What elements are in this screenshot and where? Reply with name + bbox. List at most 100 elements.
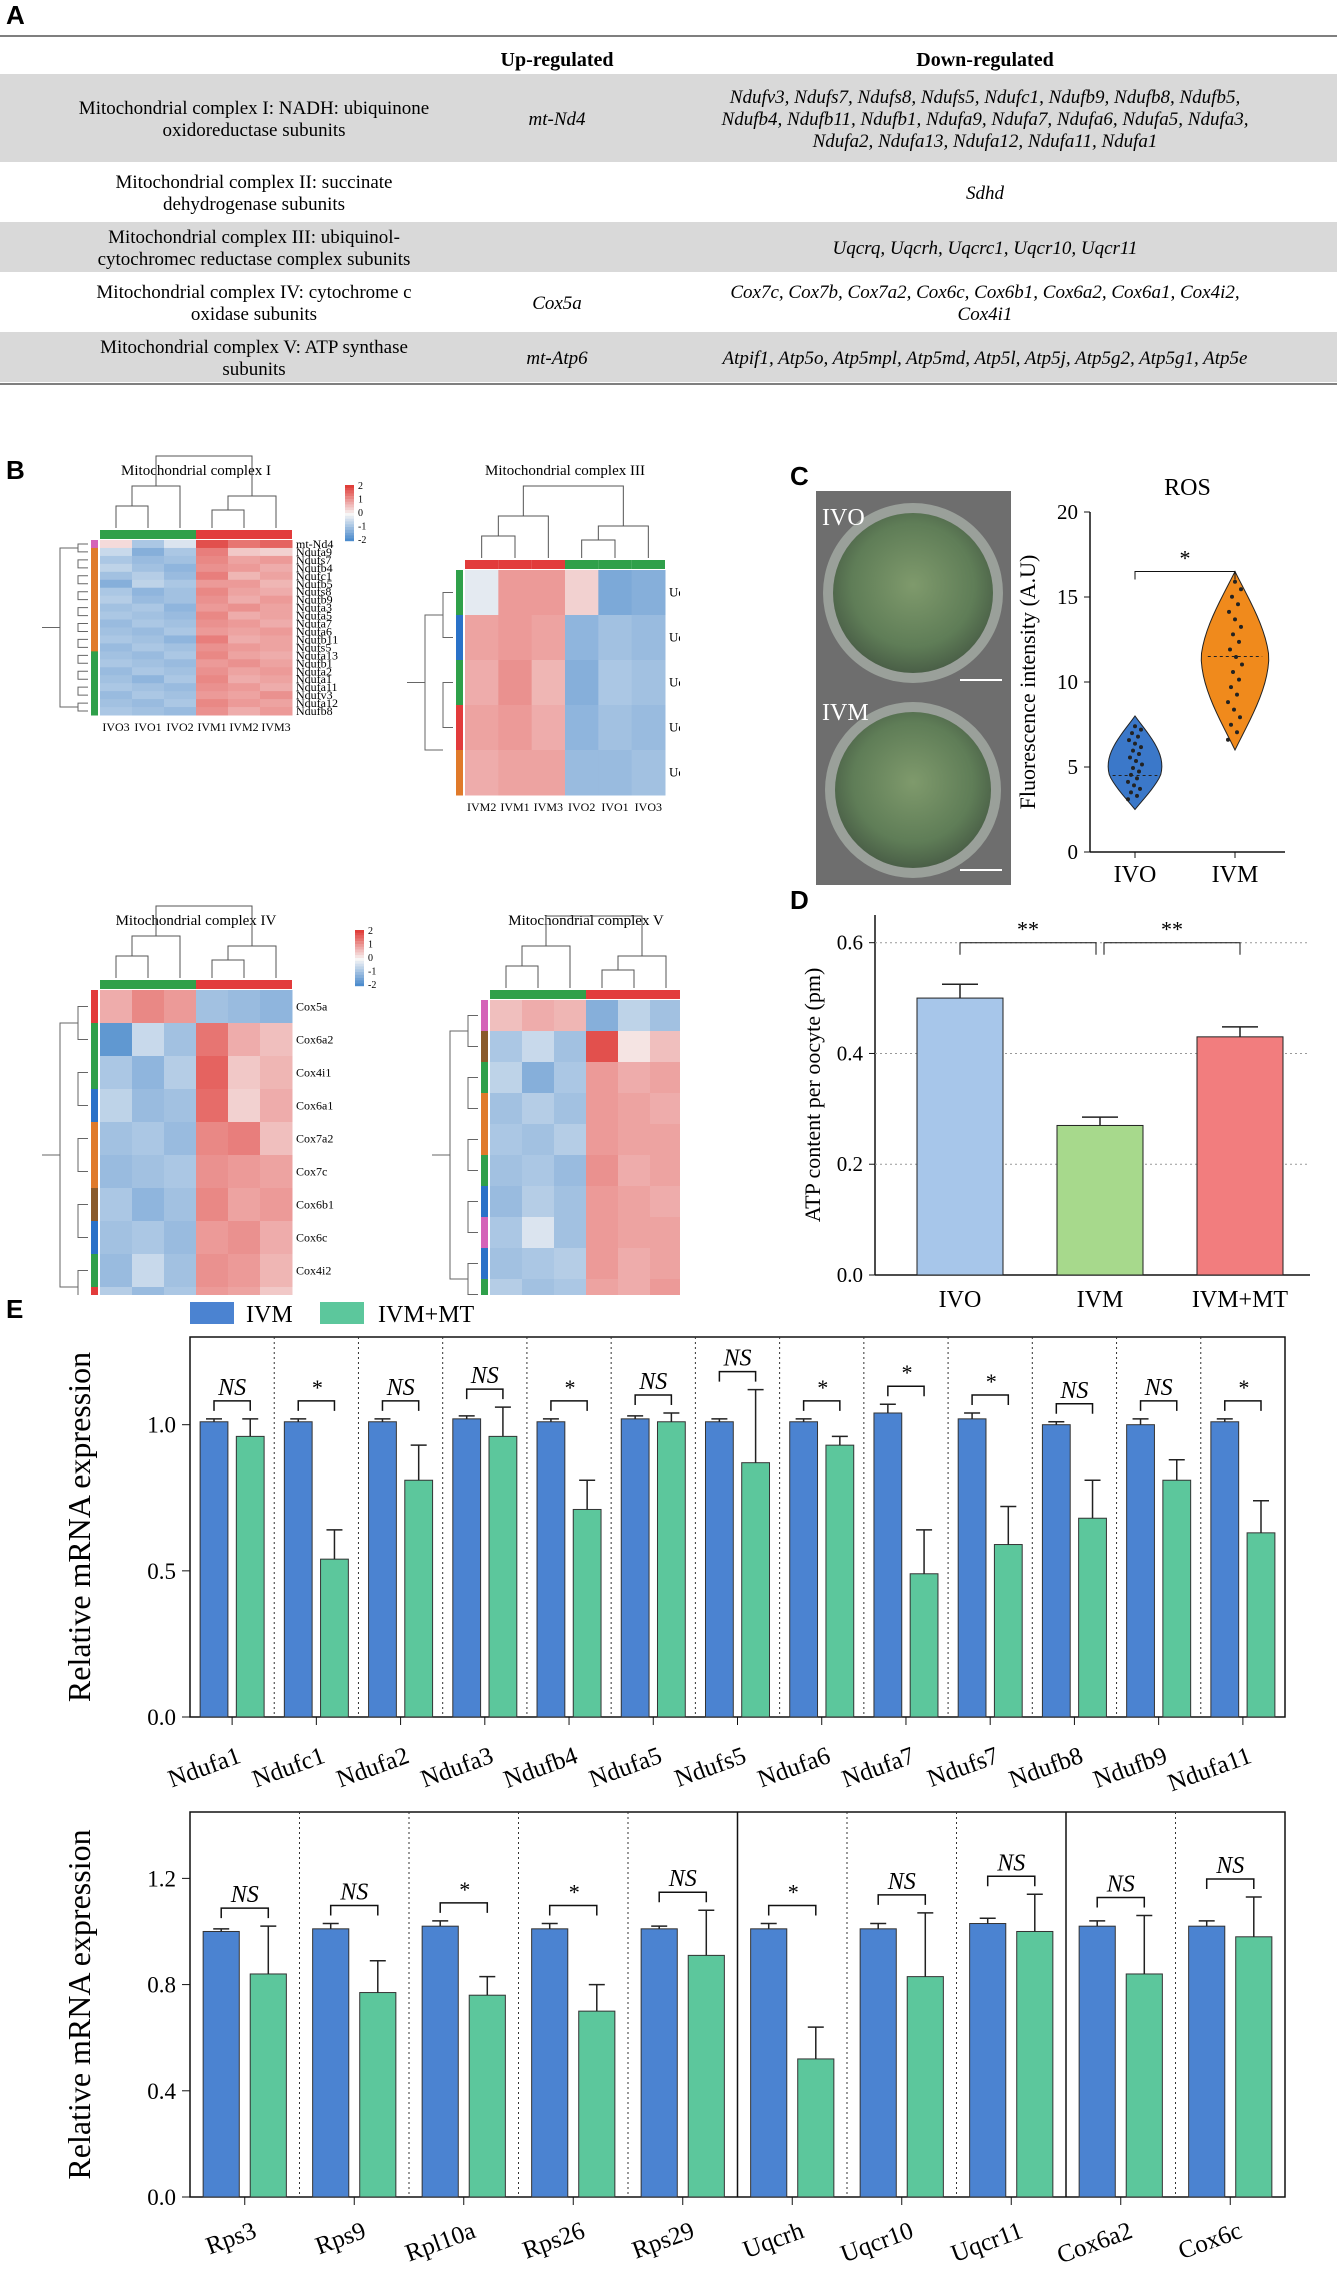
bar-ivm-mt: [1162, 1479, 1192, 1718]
color-scale-step: [345, 510, 354, 514]
heatmap-cell: [631, 750, 666, 796]
heatmap-cell: [100, 587, 133, 597]
row-group-bar: [91, 707, 98, 716]
bar-ivm: [620, 1418, 650, 1718]
y-tick-label: 20: [1057, 500, 1078, 524]
column-dendrogram: [115, 505, 149, 528]
legend-swatch-ivm-mt: [320, 1302, 364, 1324]
violin-point: [1129, 772, 1133, 777]
heatmap-cell: [100, 603, 133, 613]
violin-point: [1137, 752, 1141, 757]
row-dendrogram: [77, 670, 88, 680]
color-scale-step: [355, 946, 364, 950]
heatmap-cell: [522, 1186, 555, 1218]
color-scale-step: [345, 538, 354, 542]
violin-point: [1240, 662, 1244, 667]
row-group-bar: [481, 1124, 488, 1156]
error-bar: [369, 1959, 386, 1993]
row-dendrogram: [59, 547, 78, 708]
heatmap-row-label: Ndufa2: [296, 664, 332, 678]
heatmap-cell: [260, 1023, 293, 1057]
heatmap-cell: [164, 603, 197, 613]
bar-ivm: [873, 1412, 903, 1718]
row-group-bar: [91, 1188, 98, 1222]
heatmap-cell: [228, 555, 261, 565]
heatmap-cell: [260, 683, 293, 692]
heatmap-cell: [260, 659, 293, 668]
violin-point: [1135, 776, 1139, 781]
color-scale-step: [355, 955, 364, 959]
x-tick-label: Ndufa7: [838, 1742, 918, 1793]
color-scale-step: [345, 490, 354, 494]
row-group-bar: [91, 1023, 98, 1057]
row-dendrogram: [77, 623, 88, 632]
violin-point: [1230, 594, 1234, 599]
heatmap-cell: [164, 699, 197, 708]
ivm-oocyte-cytoplasm: [835, 712, 991, 868]
heatmap-cell: [490, 1155, 523, 1187]
row-dendrogram: [77, 702, 88, 712]
heatmap-cell: [100, 667, 133, 676]
x-tick-label: Rps26: [519, 2217, 588, 2264]
heatmap-cell: [260, 1089, 293, 1123]
table-header-up: Up-regulated: [501, 49, 614, 71]
error-bar: [1216, 1418, 1233, 1422]
column-dendrogram: [581, 539, 616, 558]
table-cell-complex: Mitochondrial complex I: NADH: ubiquinon…: [79, 98, 429, 119]
x-tick-label: IVO: [1114, 862, 1157, 885]
heatmap-cell: [618, 1093, 651, 1125]
color-scale-tick: -1: [368, 967, 376, 978]
heatmap-cell: [196, 651, 229, 660]
color-scale-step: [355, 958, 364, 961]
heatmap-cell: [531, 660, 566, 706]
heatmap-cell: [228, 683, 261, 692]
row-dendrogram: [467, 1139, 478, 1171]
color-scale-step: [355, 977, 364, 981]
row-group-bar: [91, 651, 98, 660]
error-bar: [1084, 1479, 1101, 1519]
significance-bracket: [959, 942, 1097, 955]
heatmap-cell: [164, 651, 197, 660]
heatmap-cell: [618, 1124, 651, 1156]
legend-label-ivm-mt: IVM+MT: [378, 1302, 475, 1328]
heatmap-cell: [586, 1248, 619, 1280]
violin-point: [1139, 745, 1143, 750]
significance-bracket: [465, 1388, 504, 1400]
column-dendrogram: [597, 525, 649, 558]
heatmap-cell: [228, 579, 261, 589]
significance-bracket: [1205, 1878, 1255, 1889]
heatmap-cell: [228, 603, 261, 613]
column-dendrogram: [131, 935, 181, 978]
heatmap-cell: [554, 1248, 587, 1280]
heatmap-cell: [228, 675, 261, 684]
heatmap-row-label: Uqcrc1: [669, 585, 680, 600]
heatmap-cell: [164, 595, 197, 605]
heatmap-cell: [586, 1093, 619, 1125]
significance-bracket: [1139, 1400, 1178, 1411]
row-dendrogram: [77, 654, 88, 664]
heatmap-cell: [164, 990, 197, 1024]
heatmap-cell: [228, 1056, 261, 1090]
heatmap-cell: [132, 1122, 165, 1156]
heatmap-cell: [565, 705, 599, 751]
heatmap-cell: [100, 643, 133, 652]
heatmap-cell: [631, 660, 666, 706]
heatmap-title: Mitochondrial complex III: [485, 463, 645, 479]
heatmap-cell: [260, 699, 293, 708]
heatmap-cell: [228, 540, 261, 549]
column-group-bar: [164, 530, 196, 539]
heatmap-column-label: IVO3: [102, 720, 129, 734]
x-tick-label: IVM+MT: [1192, 1287, 1289, 1313]
heatmap-cell: [260, 1122, 293, 1156]
heatmap-cell: [100, 571, 133, 581]
heatmap-cell: [196, 1287, 229, 1295]
row-group-bar: [91, 683, 98, 692]
error-bar: [206, 1418, 223, 1422]
error-bar: [698, 1909, 715, 1956]
heatmap-cell: [100, 1287, 133, 1295]
heatmap-cell: [100, 1188, 133, 1222]
heatmap-cell: [228, 595, 261, 605]
heatmap-cell: [100, 675, 133, 684]
color-scale-step: [345, 518, 354, 522]
heatmap-cell: [260, 1056, 293, 1090]
